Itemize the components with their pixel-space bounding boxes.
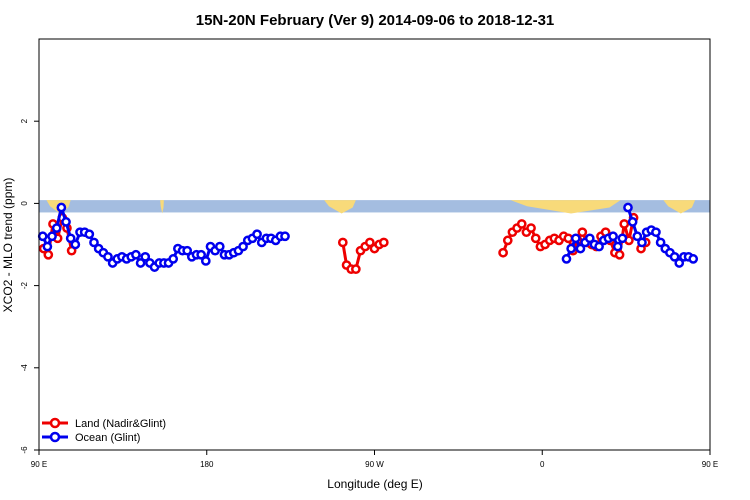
x-tick-label: 90 W: [365, 460, 384, 469]
x-axis: 90 E 180 90 W 0 90 E: [31, 450, 718, 469]
point-ocean: [42, 241, 53, 252]
point-ocean: [61, 217, 71, 227]
point-ocean: [570, 233, 581, 244]
point-land: [43, 249, 54, 260]
point-land: [577, 227, 588, 238]
y-tick-label: -6: [20, 446, 29, 454]
land-band-patch: [663, 200, 696, 214]
point-ocean: [612, 241, 623, 252]
point-ocean: [103, 251, 113, 262]
point-ocean: [655, 237, 666, 248]
y-tick-label: 2: [20, 118, 29, 123]
point-land: [498, 247, 508, 258]
point-ocean: [632, 231, 643, 242]
point-ocean: [627, 217, 638, 227]
point-ocean: [617, 233, 628, 244]
point-ocean: [575, 243, 586, 254]
point-land: [526, 223, 536, 233]
point-land: [563, 233, 574, 244]
legend: Land (Nadir&Glint) Ocean (Glint): [42, 417, 166, 444]
point-ocean: [280, 231, 290, 242]
point-ocean: [51, 223, 62, 233]
land-band-patch: [160, 200, 164, 214]
point-land: [502, 235, 513, 246]
point-land: [351, 264, 361, 275]
point-ocean: [47, 231, 57, 242]
point-ocean: [84, 229, 95, 240]
y-tick-label: 0: [20, 201, 29, 206]
legend-label-land: Land (Nadir&Glint): [75, 418, 166, 430]
coastline-band: [39, 200, 710, 214]
y-axis: -6 -4 -2 0 2: [20, 118, 39, 454]
point-ocean: [56, 202, 67, 213]
point-ocean: [37, 231, 48, 242]
point-land: [614, 249, 625, 260]
x-axis-label: Longitude (deg E): [327, 477, 422, 491]
point-ocean: [594, 241, 604, 252]
point-ocean: [584, 233, 595, 244]
point-ocean: [214, 241, 225, 252]
y-tick-label: -4: [20, 364, 29, 372]
point-ocean: [196, 249, 207, 260]
legend-marker-land: [49, 417, 61, 429]
point-ocean: [608, 231, 618, 242]
point-ocean: [669, 251, 680, 262]
y-axis-label: XCO2 - MLO trend (ppm): [1, 178, 15, 313]
point-ocean: [252, 229, 262, 240]
point-ocean: [566, 243, 576, 254]
point-land: [378, 237, 389, 248]
series-layer: [37, 202, 699, 275]
point-ocean: [131, 249, 141, 260]
point-ocean: [70, 239, 81, 250]
land-band-patch: [324, 200, 356, 214]
point-ocean: [168, 254, 179, 264]
x-tick-label: 90 E: [31, 460, 47, 469]
point-ocean: [623, 202, 633, 213]
point-ocean: [637, 237, 647, 248]
point-ocean: [65, 233, 76, 244]
x-tick-label: 90 E: [702, 460, 718, 469]
point-land: [516, 219, 527, 229]
point-land: [619, 219, 630, 229]
x-tick-label: 180: [200, 460, 214, 469]
y-tick-label: -2: [20, 281, 29, 289]
point-ocean: [238, 241, 248, 252]
legend-marker-ocean: [49, 431, 61, 443]
point-land: [364, 237, 375, 248]
point-ocean: [200, 256, 211, 266]
point-land: [530, 233, 541, 244]
point-ocean: [651, 227, 661, 238]
point-ocean: [135, 258, 146, 268]
point-ocean: [561, 254, 572, 264]
point-ocean: [89, 237, 99, 248]
point-ocean: [182, 245, 193, 256]
point-ocean: [140, 251, 151, 262]
point-land: [337, 237, 348, 248]
point-ocean: [688, 254, 699, 264]
x-tick-label: 0: [540, 460, 545, 469]
legend-label-ocean: Ocean (Glint): [75, 432, 140, 444]
land-band-patch: [510, 200, 621, 214]
chart-title: 15N-20N February (Ver 9) 2014-09-06 to 2…: [196, 12, 555, 29]
point-ocean: [674, 258, 685, 268]
